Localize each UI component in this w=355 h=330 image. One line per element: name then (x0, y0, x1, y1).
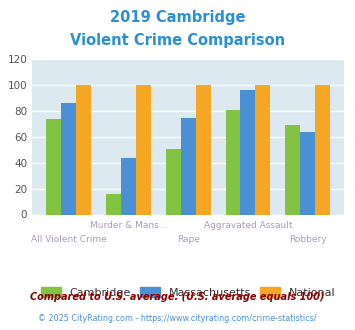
Text: © 2025 CityRating.com - https://www.cityrating.com/crime-statistics/: © 2025 CityRating.com - https://www.city… (38, 314, 317, 323)
Legend: Cambridge, Massachusetts, National: Cambridge, Massachusetts, National (36, 282, 340, 302)
Bar (181, 117, 196, 214)
Bar (46, 119, 61, 214)
Text: Murder & Mans...: Murder & Mans... (90, 221, 167, 230)
Text: Violent Crime Comparison: Violent Crime Comparison (70, 33, 285, 48)
Text: Compared to U.S. average. (U.S. average equals 100): Compared to U.S. average. (U.S. average … (30, 292, 325, 302)
Bar (196, 85, 211, 214)
Bar (240, 90, 255, 214)
Bar (76, 85, 91, 214)
Text: All Violent Crime: All Violent Crime (31, 235, 106, 244)
Bar (315, 85, 330, 214)
Text: 2019 Cambridge: 2019 Cambridge (110, 10, 245, 25)
Bar (255, 85, 271, 214)
Text: Aggravated Assault: Aggravated Assault (204, 221, 292, 230)
Bar (136, 85, 151, 214)
Bar (121, 158, 136, 214)
Text: Rape: Rape (177, 235, 200, 244)
Bar (106, 194, 121, 214)
Text: Robbery: Robbery (289, 235, 327, 244)
Bar (61, 103, 76, 214)
Bar (300, 132, 315, 214)
Bar (285, 125, 300, 214)
Bar (166, 148, 181, 214)
Bar (225, 110, 240, 214)
